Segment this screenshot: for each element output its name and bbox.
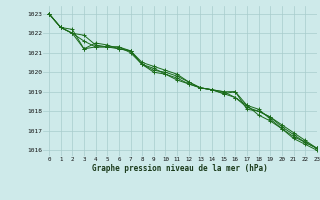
X-axis label: Graphe pression niveau de la mer (hPa): Graphe pression niveau de la mer (hPa) — [92, 164, 268, 173]
